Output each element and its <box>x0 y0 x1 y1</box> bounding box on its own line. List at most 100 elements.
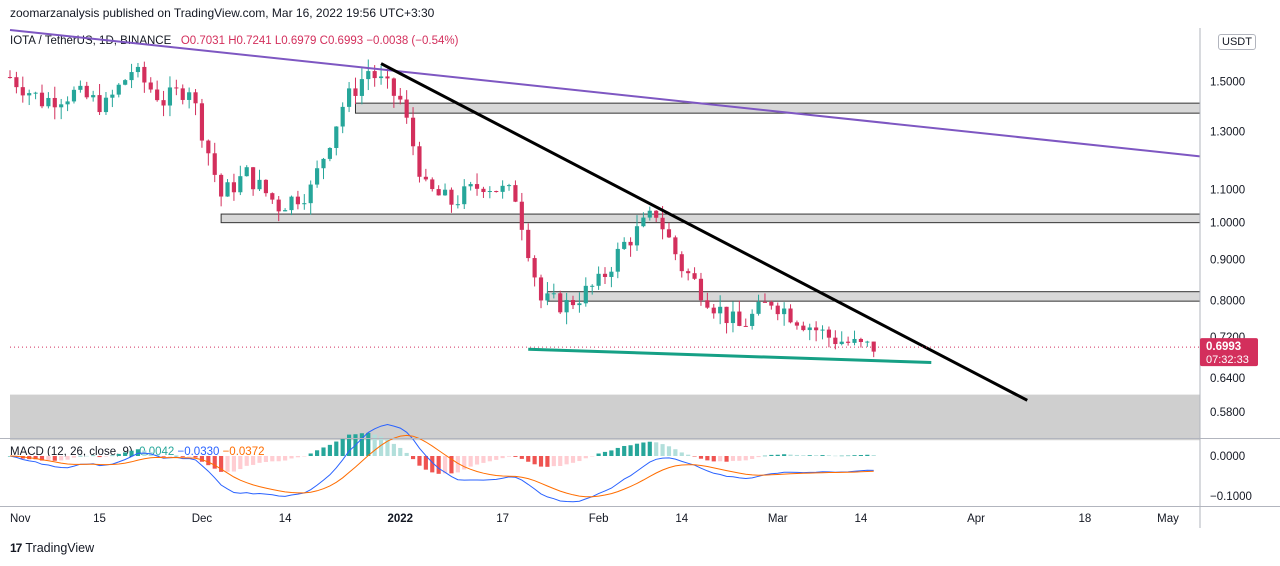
macd-histogram-bar <box>858 455 863 456</box>
macd-histogram-bar <box>718 456 723 462</box>
price-tick-label: 0.6400 <box>1210 373 1245 385</box>
sr-zone <box>10 394 1200 441</box>
tradingview-logo-icon: 17 <box>10 541 22 555</box>
candle-body <box>148 82 153 90</box>
trendline <box>528 347 932 364</box>
time-tick-label: 15 <box>93 513 106 525</box>
macd-histogram-bar <box>263 456 268 462</box>
macd-histogram-bar <box>487 456 492 462</box>
candle-body <box>839 341 844 345</box>
candle-body <box>577 303 582 306</box>
macd-histogram-bar <box>455 456 460 473</box>
macd-histogram-bar <box>46 456 51 461</box>
candle-body <box>730 311 736 324</box>
candle-body <box>506 185 512 187</box>
candle-body <box>321 158 326 169</box>
macd-histogram-bar <box>436 456 441 474</box>
candle-body <box>193 92 198 104</box>
macd-histogram-bar <box>673 449 678 456</box>
candle-body <box>417 146 422 177</box>
macd-histogram-bar <box>423 456 428 470</box>
candle-body <box>347 88 352 107</box>
macd-histogram-bar <box>295 456 300 458</box>
candle-body <box>858 338 863 343</box>
macd-histogram-bar <box>161 456 166 457</box>
macd-histogram-bar <box>334 441 339 456</box>
candle-body <box>590 285 595 287</box>
macd-histogram-bar <box>666 446 672 456</box>
candle-body <box>628 241 633 246</box>
candle-body <box>91 95 96 98</box>
candle-body <box>743 325 748 327</box>
last-price-label-bg <box>1200 338 1258 367</box>
candle-body <box>167 87 173 106</box>
candle-body <box>423 176 428 180</box>
macd-histogram-bar <box>628 445 633 456</box>
macd-histogram-bar <box>449 456 454 474</box>
macd-histogram-bar <box>442 456 448 474</box>
macd-histogram-bar <box>321 447 326 456</box>
macd-histogram-bar <box>590 456 595 457</box>
candle-body <box>622 241 627 249</box>
candle-body <box>769 301 774 306</box>
macd-histogram-bar <box>647 441 652 456</box>
ohlc-low: L0.6979 <box>274 35 317 47</box>
candle-body <box>455 204 460 206</box>
candle-body <box>155 89 160 101</box>
macd-histogram-bar <box>391 443 396 456</box>
macd-histogram-bar <box>212 456 217 469</box>
candle-body <box>366 71 371 80</box>
candle-body <box>833 337 838 345</box>
macd-histogram-bar <box>711 456 716 462</box>
macd-histogram-bar <box>692 456 697 457</box>
macd-histogram-bar <box>276 456 281 462</box>
currency-selector[interactable]: USDT <box>1218 34 1256 50</box>
macd-histogram-bar <box>743 456 748 461</box>
macd-histogram-bar <box>410 456 416 460</box>
candle-body <box>65 101 70 105</box>
macd-histogram-bar <box>513 456 518 457</box>
macd-histogram-bar <box>257 456 262 463</box>
macd-histogram-bar <box>570 456 576 463</box>
publisher-line: zoomarzanalysis published on TradingView… <box>10 6 435 20</box>
candle-body <box>39 92 45 107</box>
macd-title[interactable]: MACD (12, 26, close, 9) <box>10 446 133 458</box>
price-tick-label: 0.8000 <box>1210 295 1245 307</box>
candle-body <box>820 329 825 331</box>
macd-histogram-bar <box>564 456 569 465</box>
macd-histogram-bar <box>123 452 128 456</box>
macd-histogram-bar <box>788 454 793 456</box>
macd-histogram-bar <box>174 455 179 457</box>
candle-body <box>372 71 377 79</box>
macd-histogram-bar <box>846 455 851 457</box>
candle-body <box>129 72 134 81</box>
macd-histogram-bar <box>199 456 205 462</box>
tradingview-logo[interactable]: 17 TradingView <box>10 541 94 555</box>
candle-body <box>634 226 640 246</box>
macd-histogram-bar <box>871 455 876 456</box>
candle-body <box>602 273 608 277</box>
macd-histogram-bar <box>737 456 742 461</box>
candle-body <box>283 210 288 212</box>
macd-histogram-bar <box>775 454 780 456</box>
symbol-title[interactable]: IOTA / TetherUS, 1D, BINANCE <box>10 35 172 47</box>
ohlc-close: C0.6993 <box>319 35 364 47</box>
macd-histogram-bar <box>468 456 473 467</box>
candle-body <box>666 229 672 238</box>
time-tick-label: Apr <box>967 513 985 525</box>
candle-body <box>814 327 819 331</box>
candle-body <box>340 106 345 127</box>
candle-body <box>391 78 396 96</box>
candle-body <box>494 191 499 193</box>
macd-histogram-bar <box>641 442 646 456</box>
macd-histogram-bar <box>506 456 512 457</box>
macd-histogram-bar <box>526 456 531 462</box>
macd-histogram-bar <box>820 455 825 456</box>
macd-histogram-bar <box>801 455 806 456</box>
candle-body <box>513 185 518 202</box>
macd-histogram-bar <box>251 456 256 465</box>
time-tick-label: 18 <box>1078 513 1091 525</box>
macd-hist-value: 0.0042 <box>139 446 175 458</box>
candle-body <box>826 329 832 338</box>
